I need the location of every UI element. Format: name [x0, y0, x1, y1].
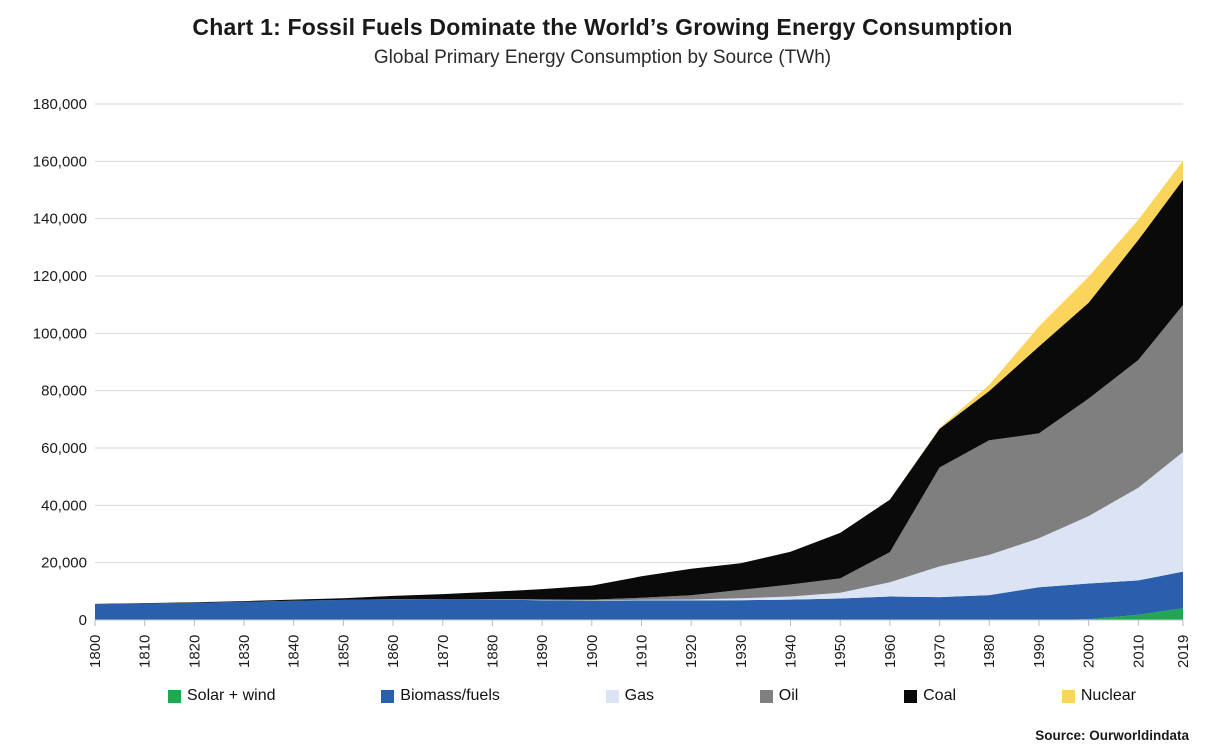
y-tick-label: 180,000 — [33, 96, 87, 113]
legend-item-oil: Oil — [759, 687, 799, 705]
y-axis-labels: 0 20,000 40,000 60,000 80,000 100,000 120,000 1… — [33, 96, 87, 629]
y-tick-label: 140,000 — [33, 211, 87, 228]
legend-item-coal: Coal — [904, 687, 956, 705]
legend-swatch — [381, 689, 395, 703]
x-tick-label: 2010 — [1130, 635, 1147, 668]
source-note: Source: Ourworldindata — [1035, 728, 1189, 743]
x-tick-label: 1890 — [534, 635, 551, 668]
x-tick-label: 1970 — [932, 635, 949, 668]
x-axis-labels: 1800 1810 1820 1830 1840 1850 1860 1870 1880 1890… — [87, 635, 1192, 668]
x-tick-label: 1980 — [981, 635, 998, 668]
x-tick-label: 1800 — [87, 635, 104, 668]
legend-label: Biomass/fuels — [400, 687, 500, 704]
legend-item-gas: Gas — [605, 687, 654, 705]
legend-item-solar-wind: Solar + wind — [168, 687, 276, 705]
y-tick-label: 20,000 — [41, 555, 87, 572]
area-biomass-fuels — [95, 571, 1183, 620]
x-axis-ticks — [94, 620, 1184, 626]
x-tick-label: 1810 — [137, 635, 154, 668]
area-oil — [95, 305, 1183, 605]
x-tick-label: 2019 — [1175, 635, 1192, 668]
x-tick-label: 1820 — [186, 635, 203, 668]
y-tick-label: 80,000 — [41, 383, 87, 400]
y-tick-label: 40,000 — [41, 497, 87, 514]
y-tick-label: 120,000 — [33, 268, 87, 285]
x-tick-label: 1880 — [484, 635, 501, 668]
x-tick-label: 1900 — [584, 635, 601, 668]
chart-subtitle: Global Primary Energy Consumption by Sou… — [373, 47, 832, 68]
y-tick-label: 100,000 — [33, 325, 87, 342]
stacked-areas — [95, 160, 1183, 620]
y-tick-label: 0 — [79, 612, 87, 629]
legend-swatch — [904, 689, 918, 703]
legend-label: Gas — [624, 687, 654, 704]
legend-swatch — [759, 689, 773, 703]
x-tick-label: 1910 — [633, 635, 650, 668]
x-tick-label: 1850 — [335, 635, 352, 668]
legend-item-biomass-fuels: Biomass/fuels — [381, 687, 500, 705]
legend-item-nuclear: Nuclear — [1061, 687, 1136, 705]
x-tick-label: 2000 — [1081, 635, 1098, 668]
x-tick-label: 1840 — [286, 635, 303, 668]
x-tick-label: 1830 — [236, 635, 253, 668]
chart-title: Chart 1: Fossil Fuels Dominate the World… — [192, 14, 1013, 40]
x-tick-label: 1990 — [1031, 635, 1048, 668]
x-tick-label: 1930 — [733, 635, 750, 668]
legend-label: Oil — [778, 687, 799, 704]
y-tick-label: 60,000 — [41, 440, 87, 457]
legend-swatch — [605, 689, 619, 703]
legend-label: Solar + wind — [187, 687, 276, 704]
x-tick-label: 1960 — [882, 635, 899, 668]
chart-legend: Solar + wind Biomass/fuels Gas Oil Coal Nucle… — [168, 687, 1136, 705]
area-coal — [95, 179, 1183, 605]
legend-swatch — [1061, 689, 1075, 703]
x-tick-label: 1870 — [435, 635, 452, 668]
y-tick-label: 160,000 — [33, 153, 87, 170]
legend-label: Nuclear — [1080, 687, 1136, 704]
legend-label: Coal — [923, 687, 957, 704]
legend-swatch — [168, 689, 181, 703]
x-tick-label: 1950 — [832, 635, 849, 668]
x-tick-label: 1860 — [385, 635, 402, 668]
x-tick-label: 1940 — [783, 635, 800, 668]
x-tick-label: 1920 — [683, 635, 700, 668]
